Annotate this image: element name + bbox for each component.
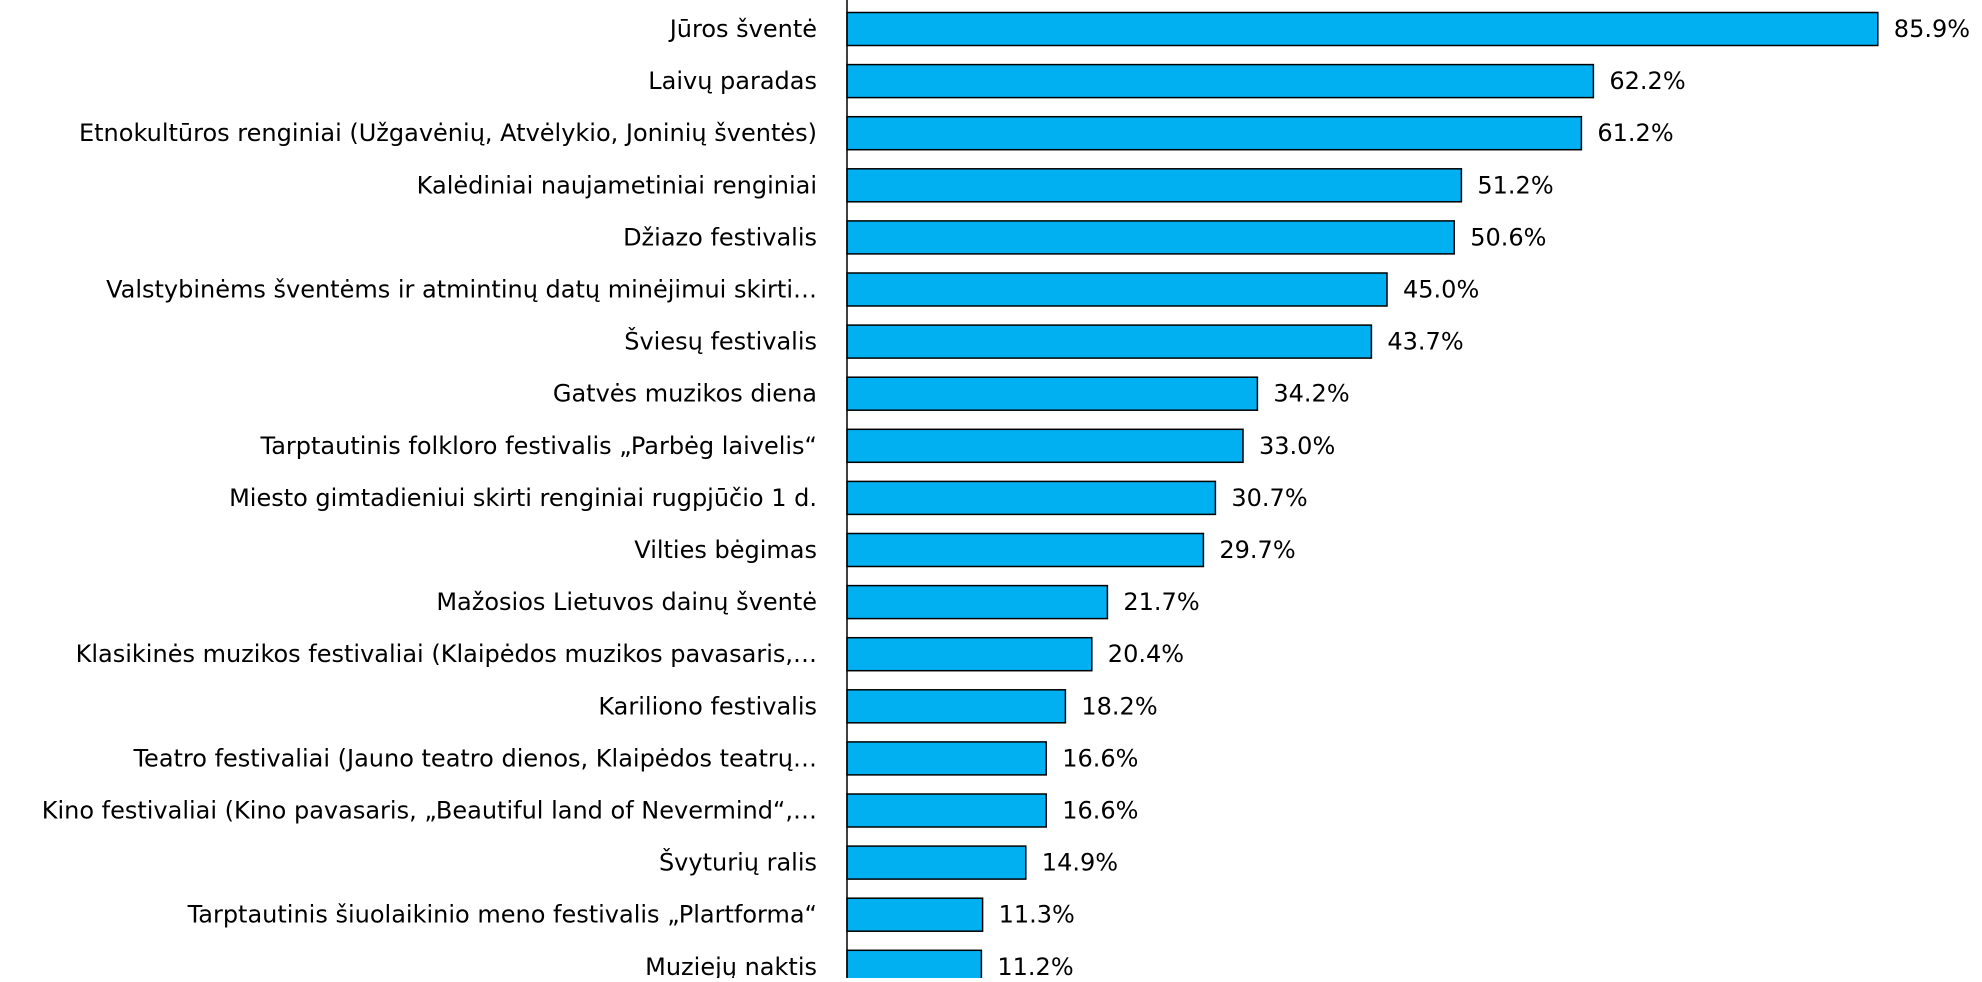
bar <box>846 949 983 982</box>
bar <box>846 220 1455 255</box>
value-label: 45.0% <box>1403 276 1479 304</box>
category-label: Tarptautinis folkloro festivalis „Parbėg… <box>260 432 818 460</box>
value-label: 62.2% <box>1609 67 1685 95</box>
category-label: Šviesų festivalis <box>624 326 817 356</box>
value-label: 51.2% <box>1477 171 1553 199</box>
bar <box>846 168 1463 203</box>
bar <box>846 897 984 932</box>
bar <box>846 428 1244 464</box>
category-label: Tarptautinis šiuolaikinio meno festivali… <box>187 901 817 929</box>
value-label: 16.6% <box>1062 797 1138 825</box>
category-label: Švyturių ralis <box>659 847 817 877</box>
category-label: Kalėdiniai naujametiniai renginiai <box>417 171 817 199</box>
bar <box>846 376 1259 411</box>
category-label: Kino festivaliai (Kino pavasaris, „Beaut… <box>42 797 817 825</box>
value-label: 20.4% <box>1108 640 1184 668</box>
value-label: 43.7% <box>1387 328 1463 356</box>
value-label: 34.2% <box>1273 380 1349 408</box>
value-label: 18.2% <box>1081 692 1157 720</box>
bar <box>846 741 1047 776</box>
value-label: 50.6% <box>1470 223 1546 251</box>
category-label: Miesto gimtadieniui skirti renginiai rug… <box>229 484 817 512</box>
value-label: 30.7% <box>1231 484 1307 512</box>
value-label: 29.7% <box>1219 536 1295 564</box>
bar <box>846 584 1109 620</box>
bar <box>846 532 1205 568</box>
category-label: Klasikinės muzikos festivaliai (Klaipėdo… <box>76 640 817 668</box>
category-label: Gatvės muzikos diena <box>553 380 817 408</box>
value-label: 11.3% <box>999 901 1075 929</box>
value-label: 61.2% <box>1597 119 1673 147</box>
category-label: Vilties bėgimas <box>634 536 817 564</box>
bar <box>846 793 1047 828</box>
bar <box>846 480 1217 516</box>
category-label: Jūros šventė <box>668 15 817 43</box>
category-label: Džiazo festivalis <box>623 223 817 251</box>
bar <box>846 689 1067 724</box>
bar <box>846 272 1388 307</box>
value-label: 85.9% <box>1894 15 1970 43</box>
category-label: Muziejų naktis <box>645 953 817 978</box>
category-label: Mažosios Lietuvos dainų šventė <box>436 588 817 616</box>
bar <box>846 63 1595 99</box>
bar <box>846 324 1373 359</box>
value-label: 14.9% <box>1042 849 1118 877</box>
value-label: 16.6% <box>1062 744 1138 772</box>
category-label: Laivų paradas <box>648 67 817 95</box>
value-label: 11.2% <box>997 953 1073 978</box>
bar <box>846 115 1583 151</box>
category-label: Kariliono festivalis <box>598 692 817 720</box>
category-label: Valstybinėms šventėms ir atmintinų datų … <box>106 276 817 304</box>
category-label: Teatro festivaliai (Jauno teatro dienos,… <box>132 744 817 772</box>
bar <box>846 11 1879 47</box>
bar <box>846 845 1027 880</box>
value-label: 21.7% <box>1123 588 1199 616</box>
category-label: Etnokultūros renginiai (Užgavėnių, Atvėl… <box>79 119 817 147</box>
bar <box>846 636 1093 672</box>
value-label: 33.0% <box>1259 432 1335 460</box>
